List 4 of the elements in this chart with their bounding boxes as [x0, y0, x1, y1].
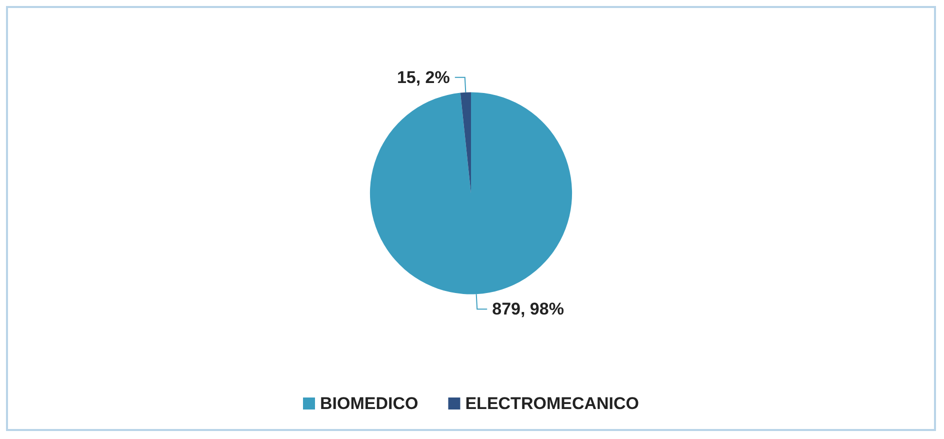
legend-label: ELECTROMECANICO	[465, 394, 640, 413]
data-label: 879, 98%	[492, 300, 564, 319]
legend-label: BIOMEDICO	[320, 394, 418, 413]
data-label: 15, 2%	[396, 68, 450, 87]
